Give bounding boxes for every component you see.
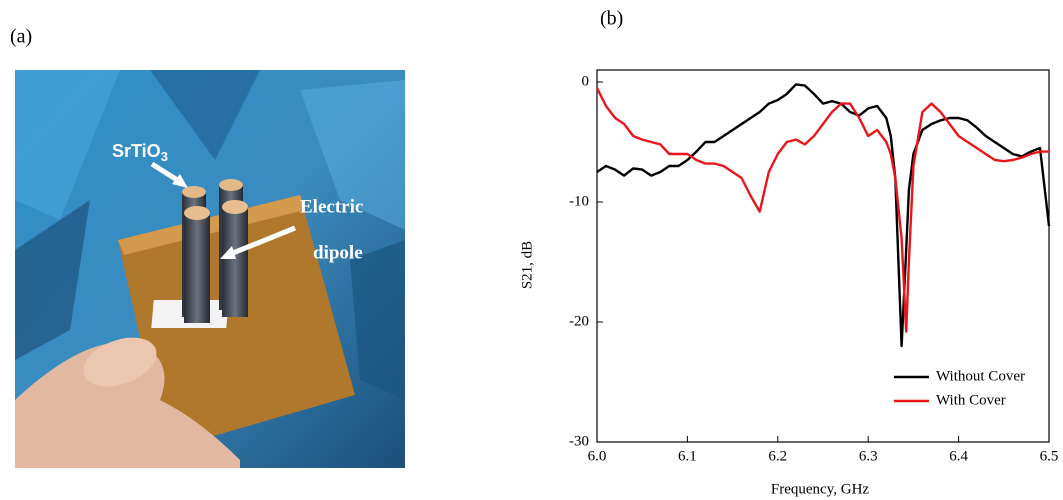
- x-tick-label: 6.0: [588, 448, 607, 464]
- photo: [15, 70, 405, 468]
- legend-label: With Cover: [936, 392, 1006, 408]
- y-tick-label: -10: [569, 193, 589, 209]
- annotation: Electric: [300, 196, 363, 217]
- x-tick-label: 6.5: [1040, 448, 1059, 464]
- y-axis-label: S21, dB: [519, 241, 535, 289]
- panel-label: (b): [600, 8, 623, 30]
- y-tick-label: 0: [582, 73, 590, 89]
- x-tick-label: 6.1: [678, 448, 697, 464]
- line-series: [596, 83, 1051, 348]
- panel-label: (a): [10, 26, 32, 48]
- line-series: [595, 87, 1049, 333]
- x-tick-label: 6.3: [859, 448, 878, 464]
- y-tick-label: -30: [569, 433, 589, 449]
- x-tick-label: 6.4: [949, 448, 968, 464]
- plot-frame: [596, 69, 1050, 443]
- annotation: SrTiO3: [112, 141, 168, 165]
- annotation: dipole: [313, 242, 363, 263]
- legend-label: Without Cover: [936, 368, 1025, 384]
- x-tick-label: 6.2: [768, 448, 787, 464]
- y-tick-label: -20: [569, 313, 589, 329]
- x-axis-label: Frequency, GHz: [771, 481, 870, 497]
